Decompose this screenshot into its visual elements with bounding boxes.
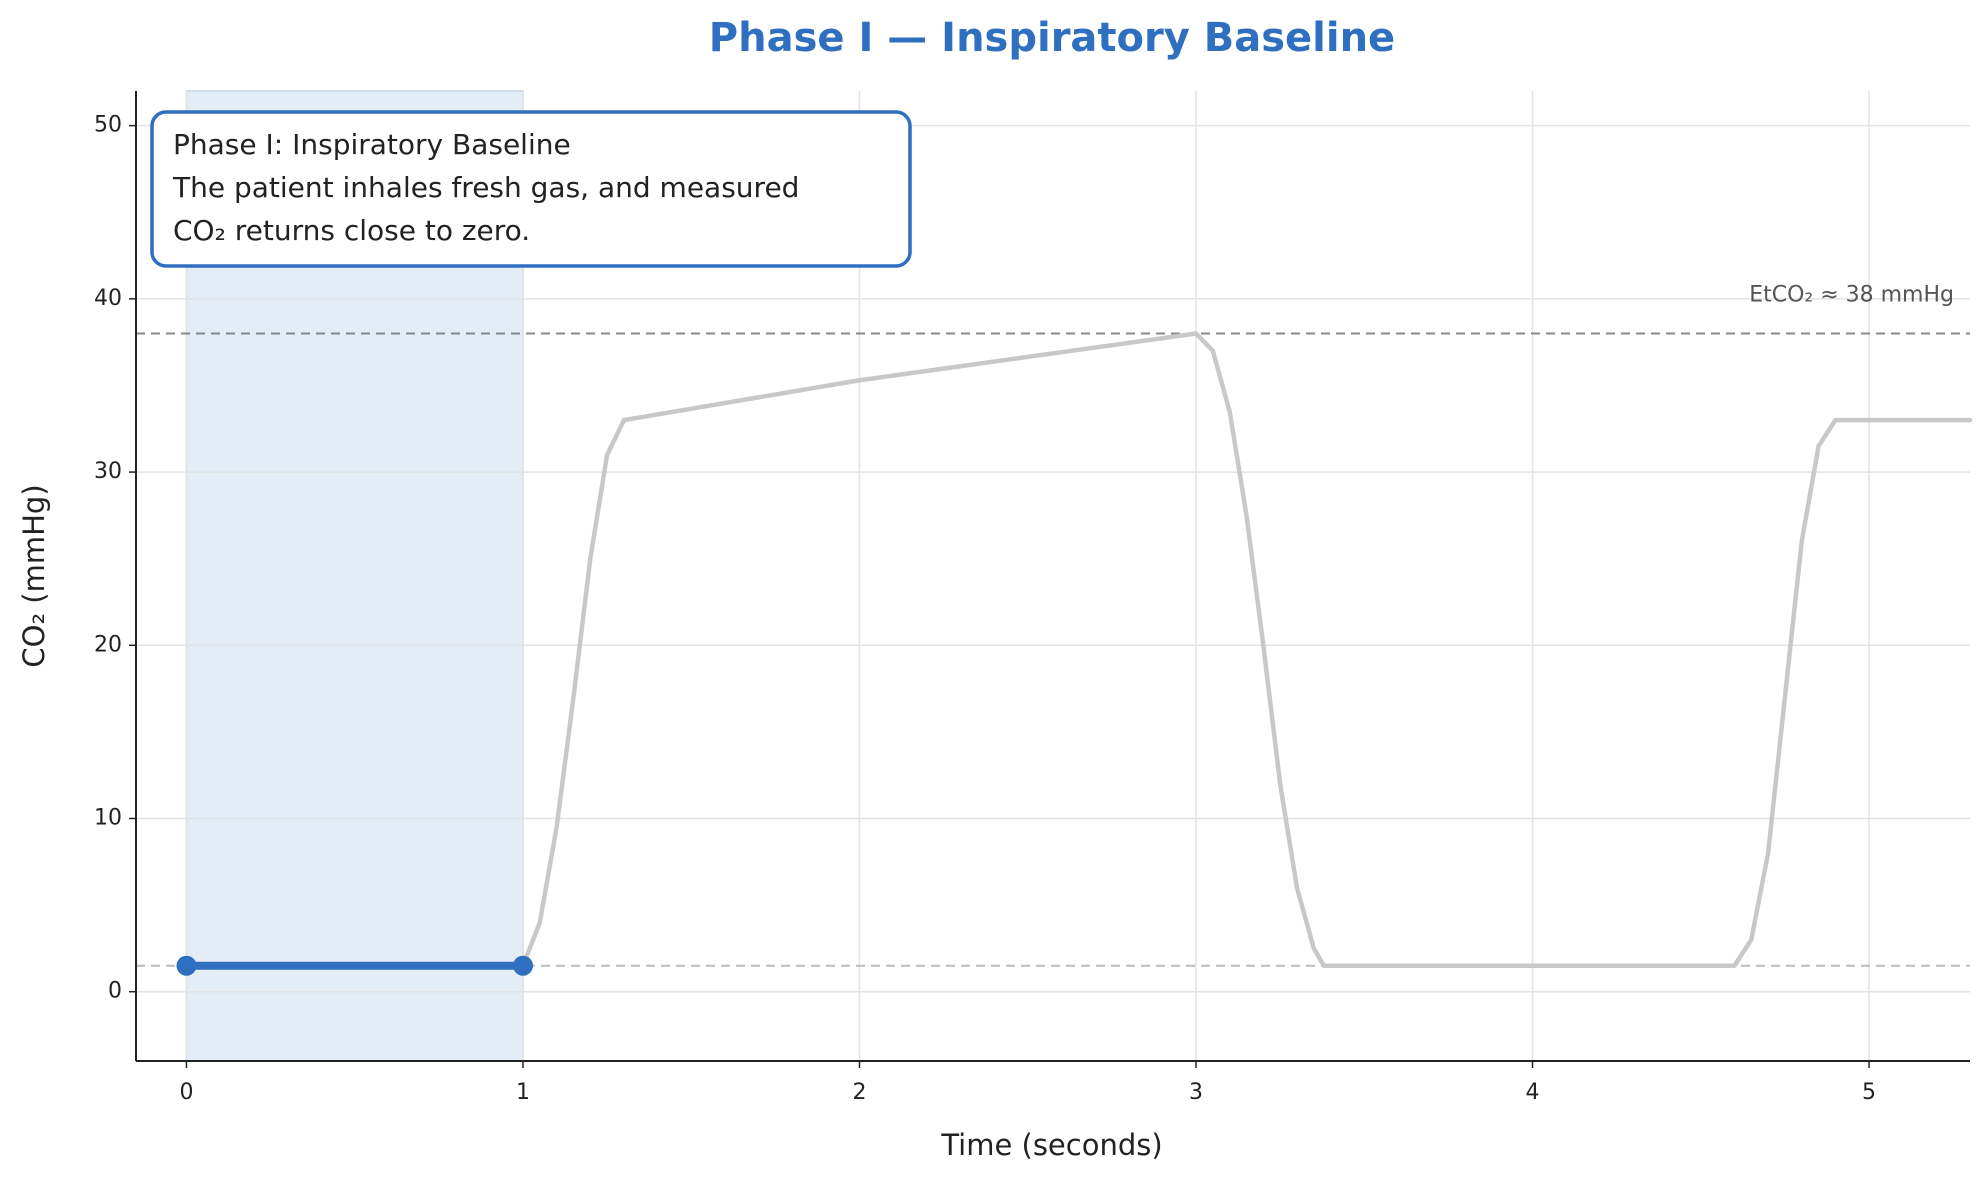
- y-tick-label: 10: [94, 806, 122, 831]
- reference-label: EtCO₂ ≈ 38 mmHg: [1749, 283, 1954, 308]
- point: [512, 955, 533, 976]
- x-tick-label: 1: [516, 1080, 530, 1105]
- annotation-box: [150, 110, 912, 268]
- x-tick-label: 0: [179, 1080, 193, 1105]
- y-tick-label: 0: [108, 979, 122, 1004]
- y-tick-label: 20: [94, 632, 122, 657]
- y-tick-label: 30: [94, 459, 122, 484]
- x-tick-label: 3: [1189, 1080, 1203, 1105]
- y-tick-label: 50: [94, 113, 122, 138]
- y-axis-label: CO₂ (mmHg): [17, 484, 51, 667]
- x-axis-label: Time (seconds): [940, 1128, 1162, 1162]
- x-tick-label: 2: [853, 1080, 867, 1105]
- chart-title: Phase I — Inspiratory Baseline: [709, 15, 1395, 61]
- x-tick-label: 4: [1526, 1080, 1540, 1105]
- y-tick-label: 40: [94, 286, 122, 311]
- point: [176, 955, 197, 976]
- waveform-line: [184, 331, 1973, 968]
- x-tick-label: 5: [1862, 1080, 1876, 1105]
- annotation-text: Phase I: Inspiratory Baseline: [173, 128, 571, 161]
- annotation-text: The patient inhales fresh gas, and measu…: [172, 171, 799, 204]
- annotation-text: CO₂ returns close to zero.: [173, 214, 530, 247]
